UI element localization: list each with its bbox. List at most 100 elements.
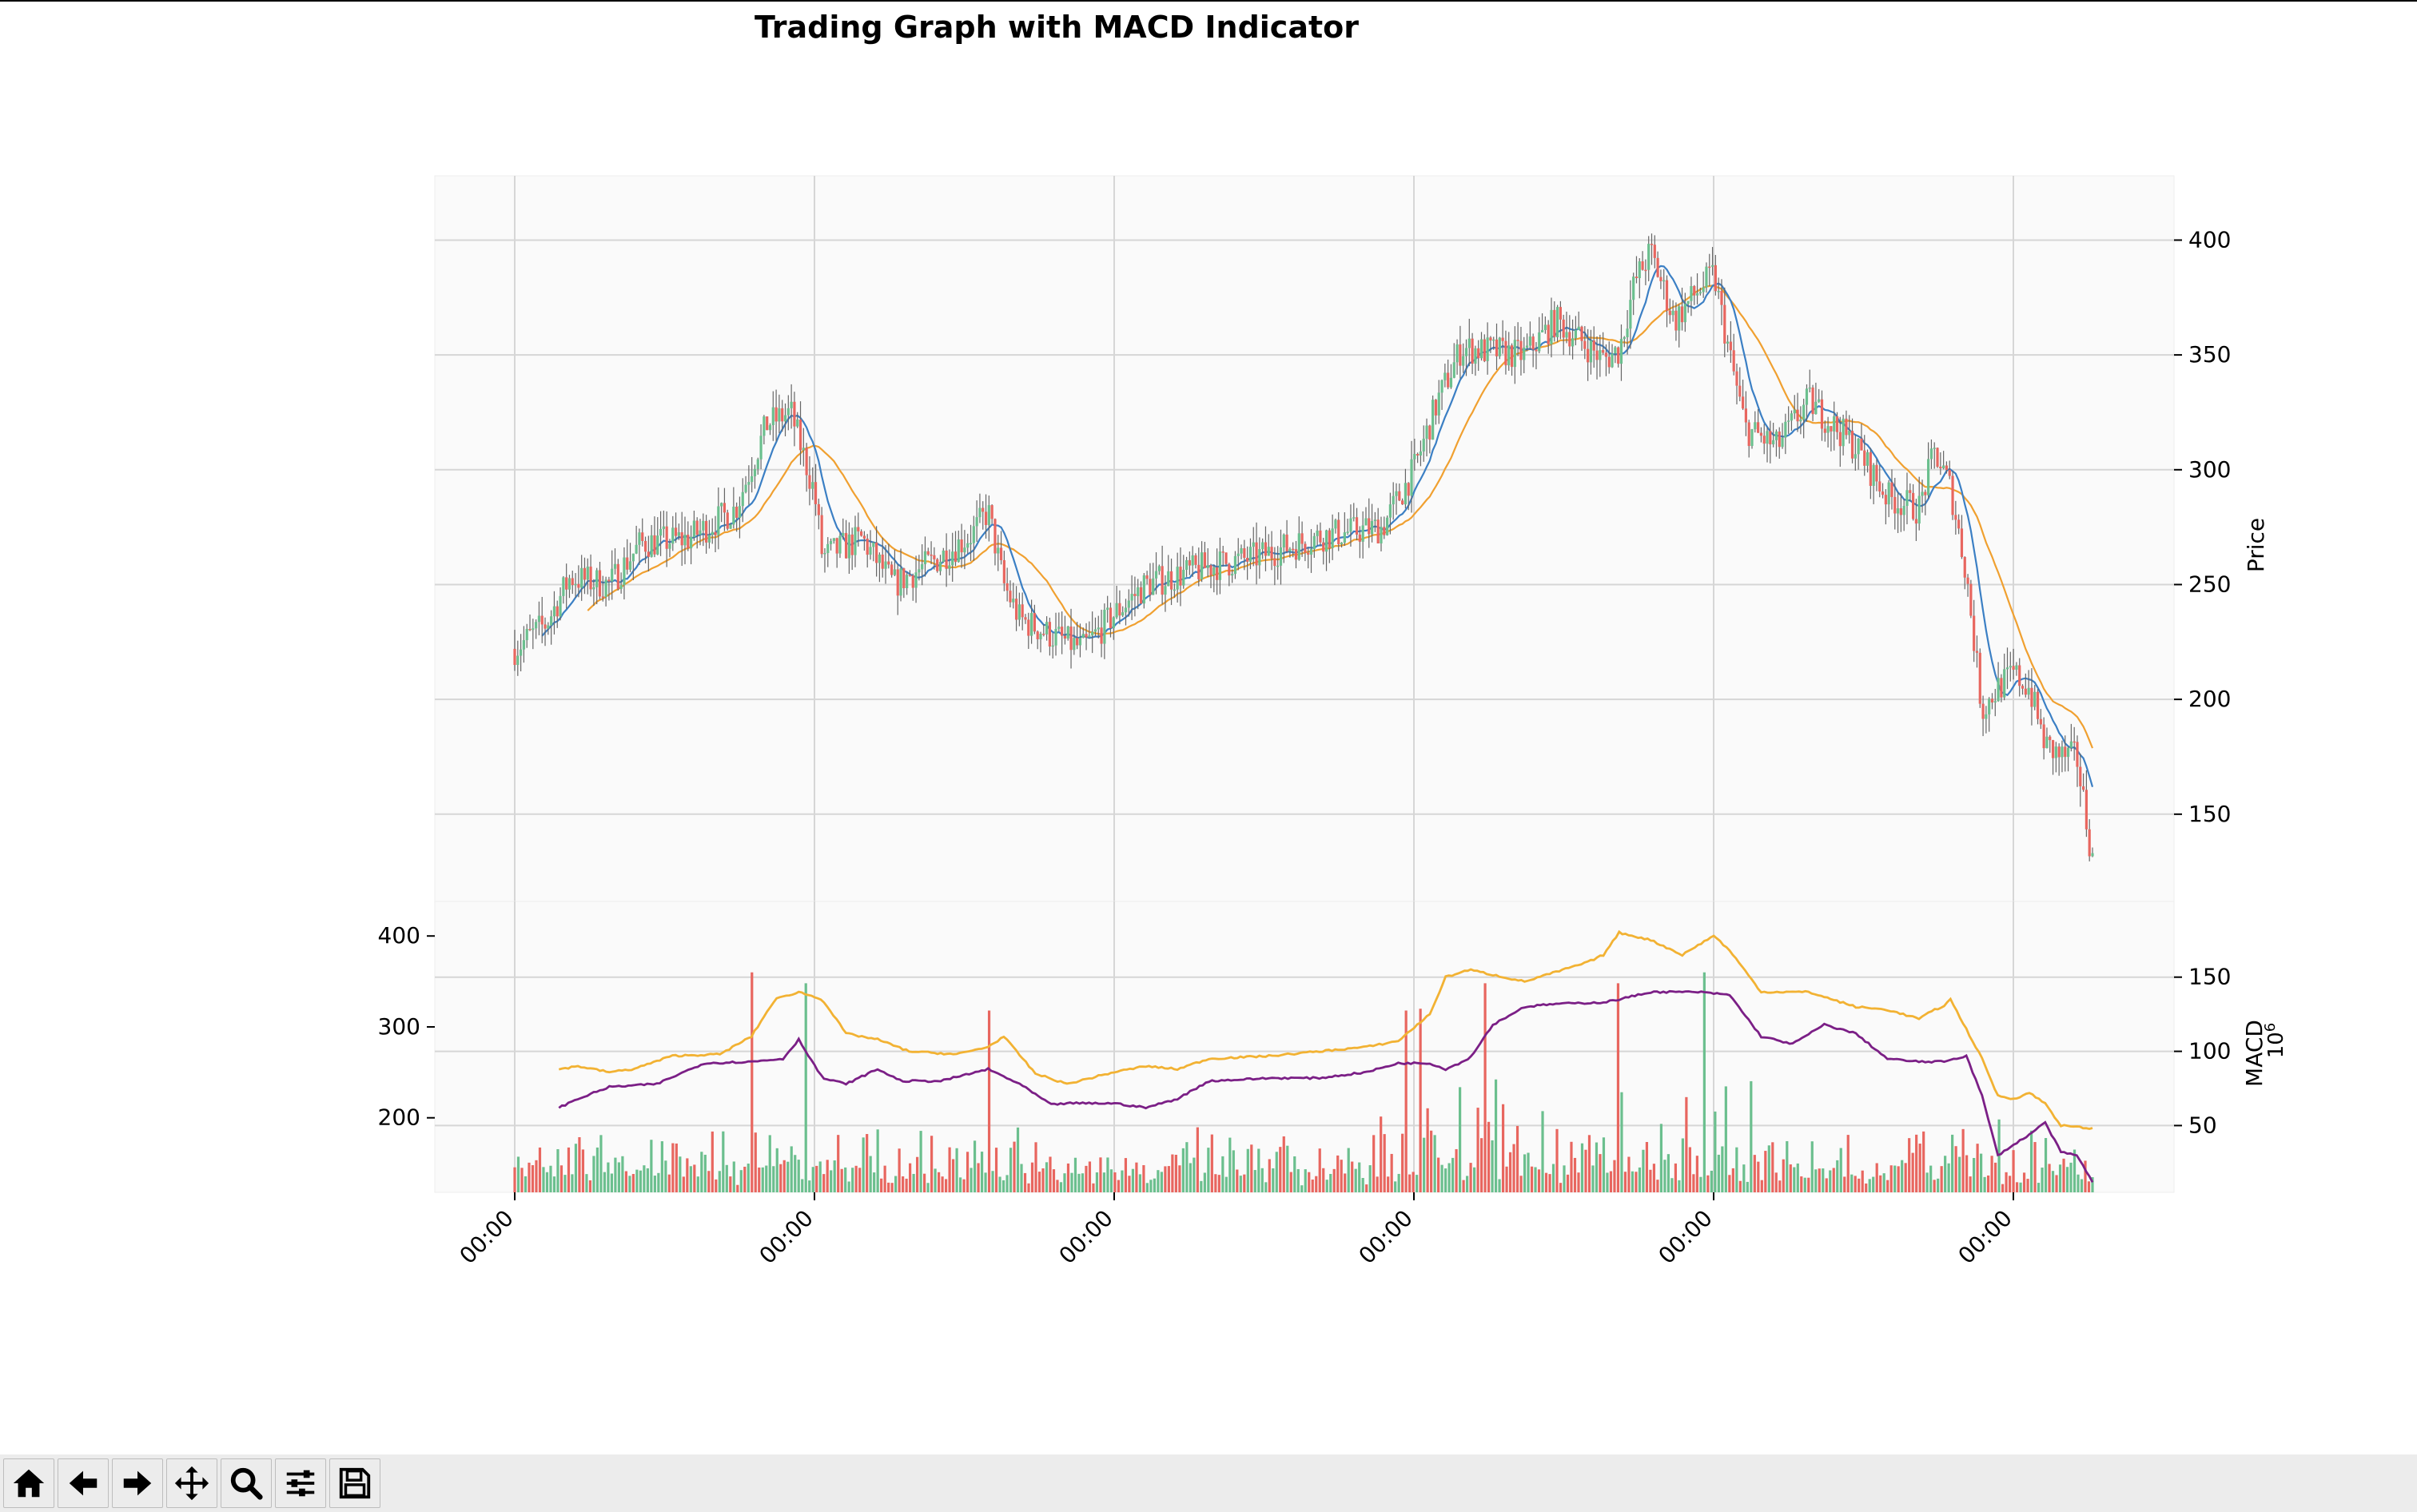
volume-bar — [1889, 1165, 1893, 1192]
candle-body — [1860, 438, 1863, 451]
candle-body — [844, 532, 848, 559]
volume-bar — [2026, 1179, 2029, 1192]
volume-bar — [1774, 1172, 1778, 1192]
macd-axes[interactable]: 50 100 150 200 300 400 MACD 106 — [378, 901, 2288, 1193]
volume-bar — [1846, 1135, 1850, 1192]
candle-body — [1088, 635, 1091, 638]
volume-bar — [1372, 1135, 1376, 1192]
candle-body — [1255, 542, 1258, 566]
volume-bar — [1383, 1134, 1386, 1192]
volume-bar — [1124, 1158, 1128, 1192]
volume-bar — [948, 1147, 951, 1192]
figure-canvas[interactable]: Trading Graph with MACD Indicator 150 200… — [0, 2, 2417, 1454]
volume-bar — [1563, 1165, 1566, 1192]
candle-body — [1197, 564, 1201, 579]
volume-bar — [549, 1165, 552, 1192]
candle-body — [1017, 604, 1021, 620]
candle-body — [1869, 452, 1872, 486]
candle-body — [738, 506, 742, 518]
volume-bar — [621, 1156, 624, 1192]
volume-bar — [646, 1168, 649, 1192]
candle-body — [1988, 698, 1991, 714]
volume-bar — [1850, 1174, 1854, 1192]
candle-body — [1617, 347, 1620, 364]
volume-bar — [1750, 1080, 1753, 1192]
volume-bar — [801, 1179, 804, 1192]
candle-body — [550, 616, 553, 626]
candle-body — [2045, 736, 2049, 749]
sliders-icon — [286, 1470, 315, 1497]
back-button[interactable] — [58, 1458, 109, 1508]
save-button[interactable] — [329, 1458, 380, 1508]
candle-body — [1246, 558, 1249, 562]
candle-body — [1355, 517, 1359, 535]
candle-body — [641, 532, 644, 541]
candle-body — [1793, 409, 1796, 414]
candle-body — [1294, 549, 1298, 560]
candle-body — [1206, 565, 1209, 568]
candle-body — [2081, 786, 2085, 790]
candle-body — [1370, 521, 1374, 535]
candle-body — [1307, 552, 1310, 555]
candle-body — [1975, 651, 1979, 653]
move-icon — [174, 1466, 209, 1501]
candle-body — [513, 648, 516, 666]
volume-bar — [1282, 1136, 1285, 1192]
candle-body — [1823, 428, 1826, 433]
candle-body — [1525, 345, 1529, 348]
candle-body — [842, 532, 845, 536]
volume-bar — [1559, 1183, 1563, 1192]
volume-bar — [736, 1184, 739, 1192]
candle-body — [1510, 345, 1514, 368]
candle-body — [1066, 626, 1069, 639]
volume-bar — [1023, 1172, 1027, 1192]
configure-button[interactable] — [275, 1458, 326, 1508]
price-axes[interactable]: 150 200 250 300 350 400 Price — [434, 175, 2269, 902]
candle-body — [1027, 619, 1030, 636]
volume-bar — [671, 1143, 675, 1192]
volume-bar — [1659, 1124, 1663, 1192]
candle-body — [1830, 426, 1833, 432]
candle-body — [1611, 353, 1614, 368]
volume-bar — [592, 1156, 595, 1192]
forward-button[interactable] — [112, 1458, 163, 1508]
pan-button[interactable] — [166, 1458, 217, 1508]
candle-body — [1698, 292, 1702, 294]
volume-bar — [909, 1163, 912, 1192]
candle-body — [1978, 652, 1981, 704]
candle-body — [1742, 396, 1745, 409]
candle-body — [1076, 638, 1079, 646]
zoom-button[interactable] — [221, 1458, 272, 1508]
candle-body — [656, 535, 659, 555]
volume-bar — [1207, 1148, 1210, 1192]
volume-bar — [962, 1179, 966, 1192]
volume-bar — [818, 1161, 822, 1192]
candle-body — [1039, 633, 1042, 639]
volume-bar — [1986, 1175, 1990, 1192]
candle-body — [1705, 266, 1708, 288]
candle-body — [1875, 464, 1878, 482]
volume-bar — [1472, 1167, 1476, 1192]
volume-bar — [1692, 1174, 1695, 1192]
candle-body — [1659, 277, 1662, 281]
volume-bar — [588, 1180, 592, 1192]
volume-bar — [1937, 1178, 1940, 1192]
candle-body — [896, 569, 899, 596]
price-tick-label: 200 — [2188, 686, 2231, 712]
volume-bar — [866, 1134, 869, 1192]
volume-bar — [837, 1135, 840, 1192]
zoom-icon — [230, 1467, 263, 1500]
candle-body — [1802, 404, 1806, 420]
candle-body — [2027, 687, 2030, 695]
volume-bar — [1997, 1119, 2001, 1192]
candle-body — [1029, 613, 1033, 636]
home-button[interactable] — [3, 1458, 54, 1508]
candle-body — [653, 535, 656, 555]
candle-body — [921, 564, 924, 570]
candle-body — [1489, 337, 1492, 341]
volume-bar — [2033, 1142, 2037, 1192]
candle-body — [1331, 528, 1334, 548]
candle-body — [1304, 543, 1307, 553]
volume-bar — [607, 1162, 610, 1192]
volume-bar — [782, 1160, 786, 1192]
